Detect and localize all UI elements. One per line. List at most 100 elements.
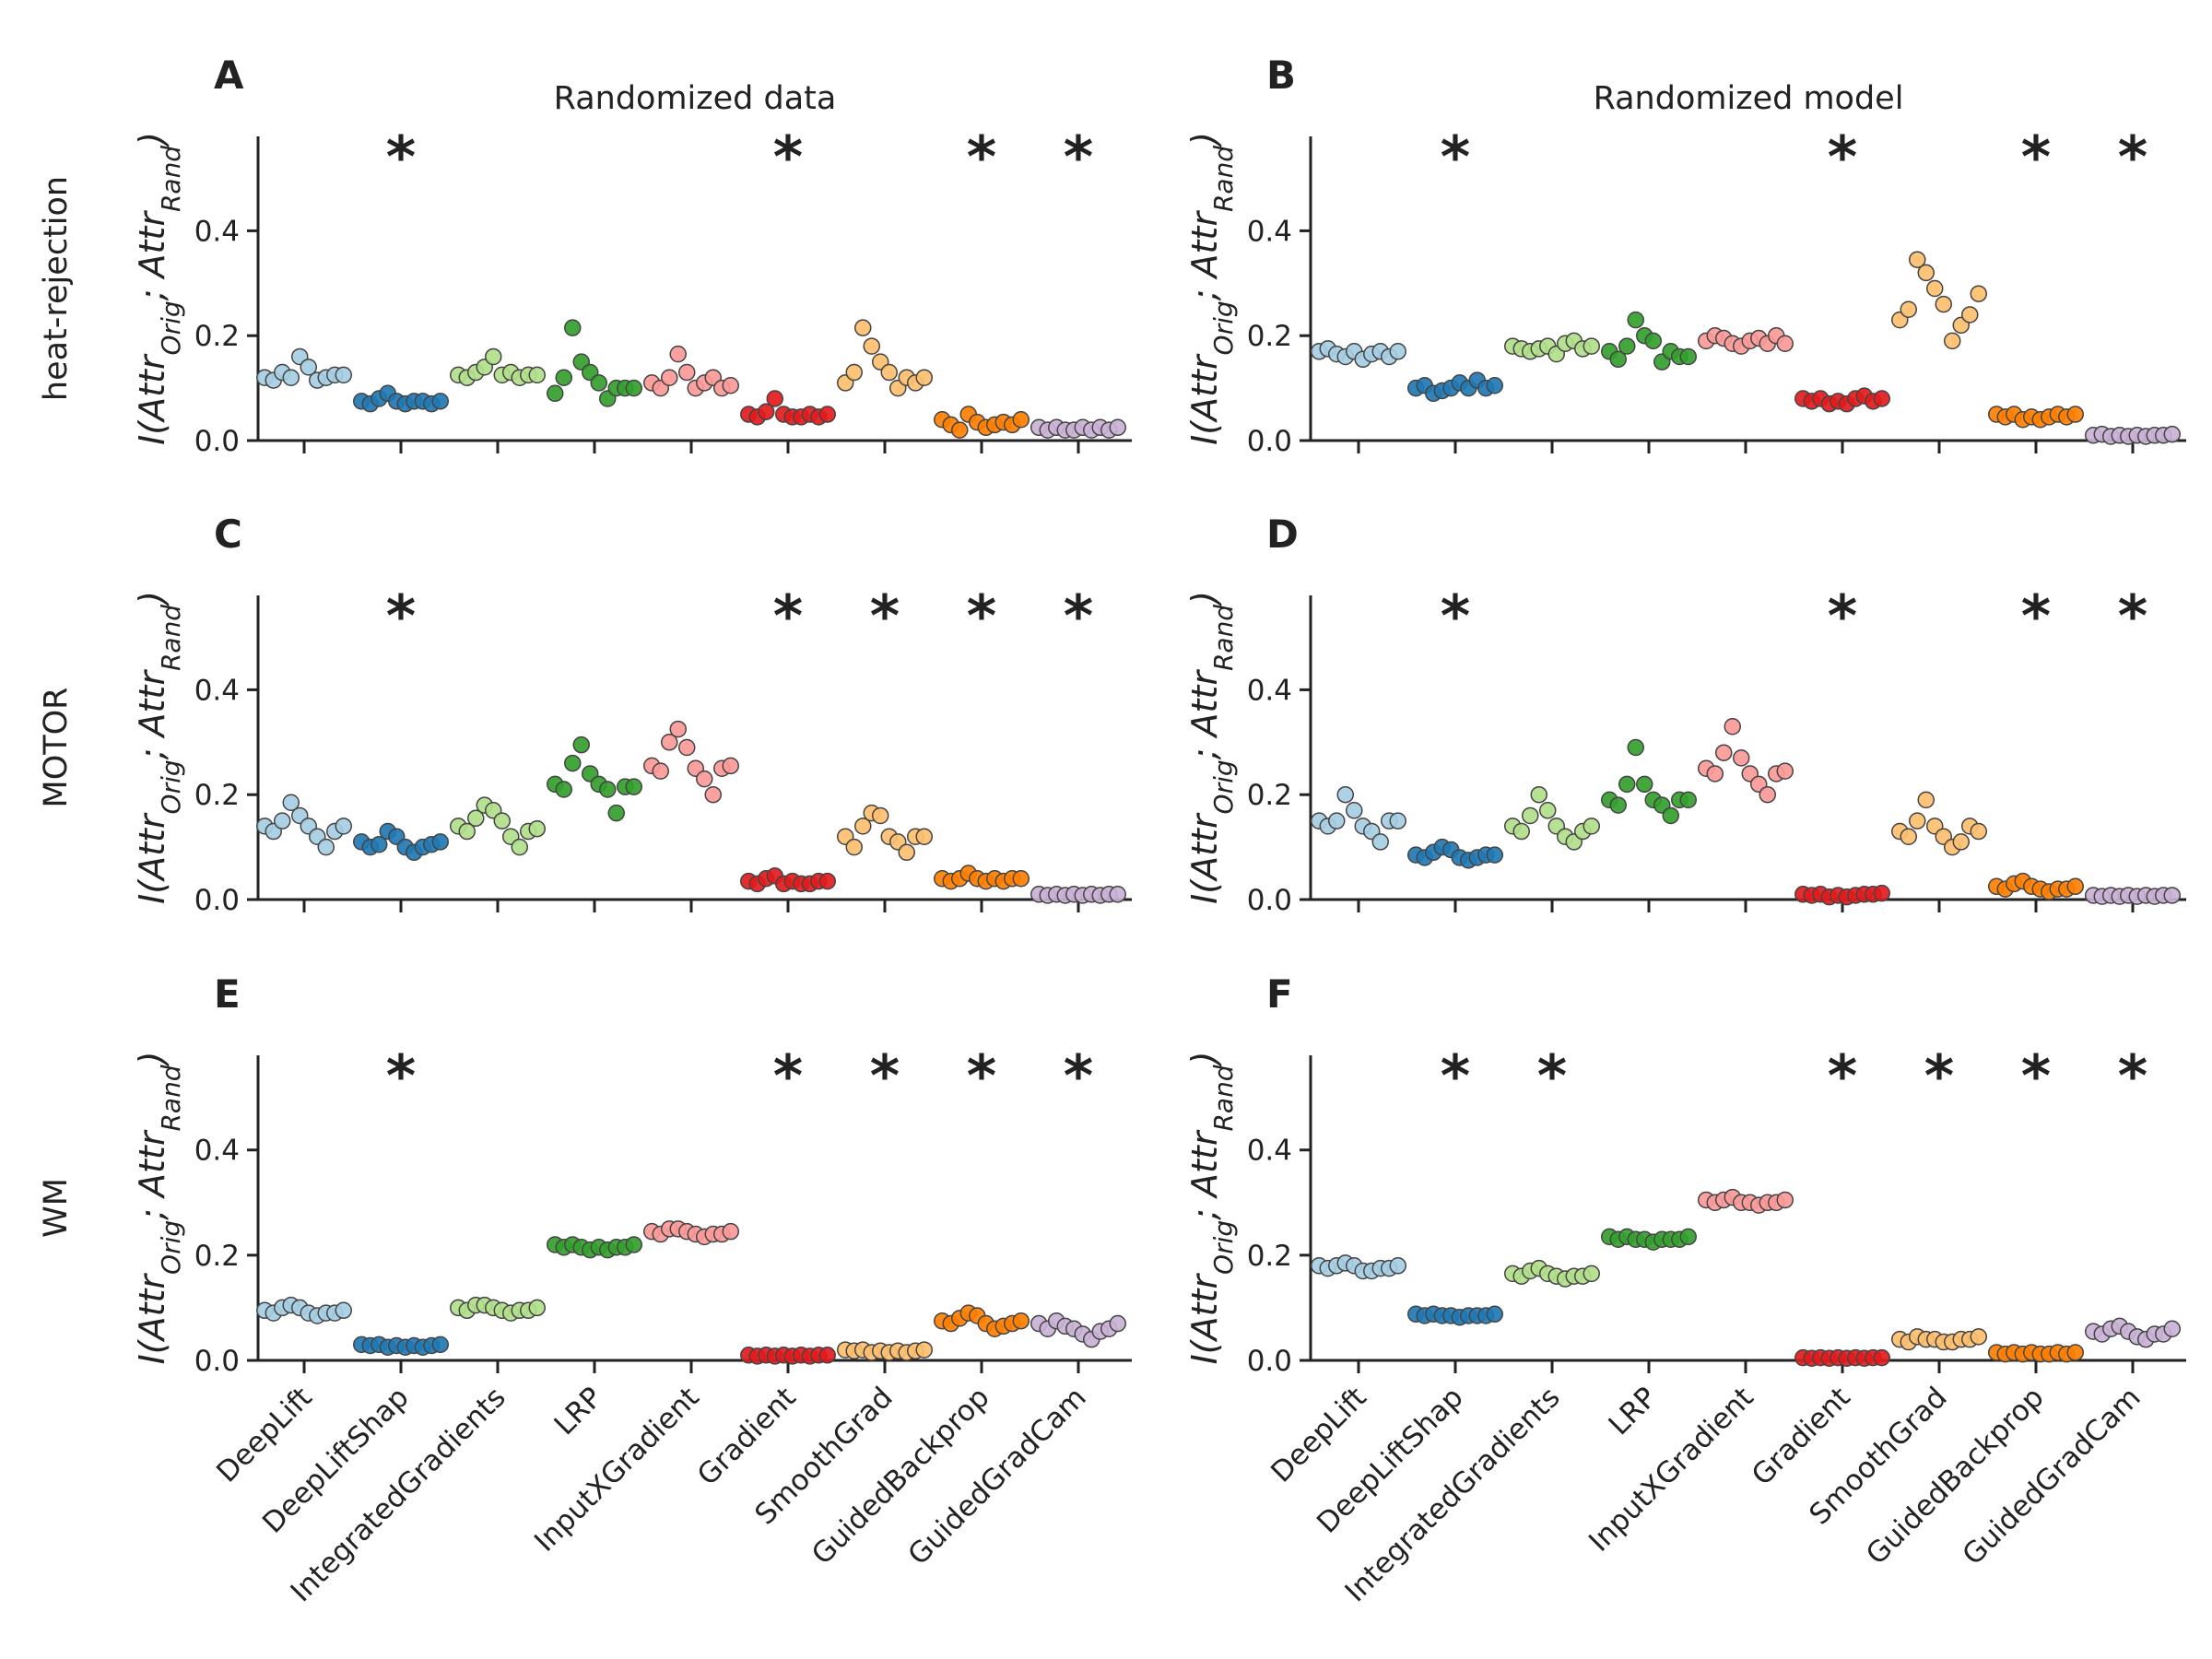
data-point-smoothgrad bbox=[1970, 822, 1987, 841]
data-point-smoothgrad bbox=[1926, 279, 1944, 298]
data-point-inputxgradient bbox=[1759, 785, 1776, 804]
data-point-integratedgradients bbox=[511, 838, 528, 856]
y-axis-label-part: Orig bbox=[156, 300, 186, 355]
data-point-smoothgrad bbox=[854, 818, 872, 835]
data-point-lrp bbox=[625, 778, 642, 795]
data-point-integratedgradients bbox=[528, 819, 546, 838]
data-point-lrp bbox=[1679, 347, 1697, 366]
y-tick-label: 0.0 bbox=[1247, 1345, 1292, 1378]
data-point-smoothgrad bbox=[1917, 264, 1935, 282]
y-tick-label: 0.2 bbox=[1247, 320, 1292, 353]
y-tick-label: 0.2 bbox=[1247, 779, 1292, 812]
data-point-guidedbackprop bbox=[1012, 1312, 1030, 1330]
data-point-guidedgradcam bbox=[1109, 418, 1126, 437]
data-point-integratedgradients bbox=[528, 1299, 546, 1317]
data-point-guidedgradcam bbox=[2163, 887, 2181, 904]
data-point-inputxgradient bbox=[1706, 765, 1724, 782]
row-label-wm: WM bbox=[38, 1178, 75, 1238]
data-point-guidedbackprop bbox=[2066, 406, 2084, 423]
y-axis-label-part: Rand bbox=[1208, 146, 1239, 212]
data-point-lrp bbox=[1609, 796, 1627, 814]
panel-letter: D bbox=[1266, 512, 1299, 557]
y-tick-label: 0.2 bbox=[194, 779, 240, 812]
data-point-inputxgradient bbox=[1776, 335, 1794, 352]
significance-star-gradient: * bbox=[1828, 124, 1857, 191]
y-axis-label-part: Orig bbox=[1208, 759, 1239, 814]
data-point-lrp bbox=[1662, 806, 1679, 825]
panel-letter: A bbox=[214, 53, 244, 98]
y-axis-label-part: Rand bbox=[156, 146, 186, 212]
x-tick-label-lrp: LRP bbox=[1603, 1381, 1664, 1441]
x-tick-label-inputxgradient: InputXGradient bbox=[528, 1381, 706, 1559]
data-point-lrp bbox=[625, 379, 642, 397]
panel-c: C0.00.20.4I(AttrOrig; AttrRand) * * * * * bbox=[132, 512, 1132, 917]
data-point-lrp bbox=[564, 754, 582, 772]
y-axis-label: I(AttrOrig; AttrRand) bbox=[1184, 132, 1239, 445]
data-point-guidedbackprop bbox=[2066, 877, 2084, 896]
data-point-deepliftshap bbox=[1486, 1305, 1503, 1324]
data-point-guidedgradcam bbox=[1109, 886, 1126, 903]
data-point-inputxgradient bbox=[661, 734, 678, 751]
y-tick-label: 0.0 bbox=[1247, 425, 1292, 458]
y-tick-label: 0.2 bbox=[194, 1240, 240, 1273]
x-tick-label-inputxgradient: InputXGradient bbox=[1583, 1381, 1760, 1559]
data-point-smoothgrad bbox=[845, 838, 863, 856]
y-tick-label: 0.4 bbox=[194, 1135, 240, 1168]
data-point-gradient bbox=[818, 872, 836, 890]
data-point-lrp bbox=[1618, 337, 1636, 355]
column-title-randomized-model: Randomized model bbox=[1594, 80, 1904, 117]
data-point-inputxgradient bbox=[1776, 762, 1794, 780]
data-point-lrp bbox=[564, 319, 582, 336]
data-point-inputxgradient bbox=[722, 377, 739, 394]
significance-star-guidedgradcam: * bbox=[1064, 582, 1093, 650]
data-point-smoothgrad bbox=[1952, 833, 1970, 851]
data-point-lrp bbox=[547, 384, 564, 403]
data-point-deeplift bbox=[1328, 812, 1346, 830]
significance-star-guidedbackprop: * bbox=[2021, 1042, 2051, 1110]
panel-letter: F bbox=[1266, 971, 1293, 1017]
data-point-deeplift bbox=[335, 366, 352, 384]
y-tick-label: 0.0 bbox=[194, 884, 240, 917]
significance-star-guidedgradcam: * bbox=[1064, 124, 1093, 191]
y-tick-label: 0.0 bbox=[194, 425, 240, 458]
panel-a: A0.00.20.4I(AttrOrig; AttrRand) * * * * bbox=[132, 53, 1132, 458]
panel-letter: E bbox=[214, 971, 241, 1017]
y-axis-label-part: ) bbox=[132, 591, 172, 607]
y-axis-label: I(AttrOrig; AttrRand) bbox=[132, 132, 186, 445]
significance-star-smoothgrad: * bbox=[870, 582, 900, 650]
row-labels: heat-rejection MOTOR WM bbox=[38, 176, 75, 1238]
data-point-smoothgrad bbox=[863, 337, 880, 355]
x-tick-label-guidedbackprop: GuidedBackprop bbox=[806, 1381, 996, 1571]
y-axis-label-part: Rand bbox=[1208, 1065, 1239, 1131]
data-point-integratedgradients bbox=[458, 822, 476, 841]
significance-star-guidedgradcam: * bbox=[2118, 582, 2147, 650]
data-point-integratedgradients bbox=[1512, 822, 1530, 841]
x-tick-label-lrp: LRP bbox=[548, 1381, 609, 1441]
data-point-lrp bbox=[590, 374, 607, 392]
data-point-lrp bbox=[599, 781, 617, 798]
data-point-deeplift bbox=[1346, 802, 1363, 819]
data-point-inputxgradient bbox=[669, 720, 687, 738]
significance-star-gradient: * bbox=[1828, 1042, 1857, 1110]
y-tick-label: 0.2 bbox=[194, 320, 240, 353]
data-point-deepliftshap bbox=[371, 836, 388, 853]
y-axis-label-part: I(Attr bbox=[132, 812, 172, 904]
data-point-lrp bbox=[1679, 791, 1697, 809]
y-axis-label-part: ) bbox=[1184, 132, 1225, 148]
significance-star-deepliftshap: * bbox=[1441, 582, 1470, 650]
data-point-inputxgradient bbox=[678, 363, 696, 382]
y-axis-label: I(AttrOrig; AttrRand) bbox=[1184, 1052, 1239, 1365]
data-point-smoothgrad bbox=[1970, 1328, 1987, 1346]
y-tick-label: 0.4 bbox=[1247, 215, 1292, 248]
data-point-guidedbackprop bbox=[1012, 869, 1030, 888]
data-point-smoothgrad bbox=[915, 369, 933, 386]
data-point-deeplift bbox=[317, 838, 335, 856]
data-point-gradient bbox=[1873, 390, 1890, 407]
significance-star-deepliftshap: * bbox=[1441, 1042, 1470, 1110]
panel-d: D0.00.20.4I(AttrOrig; AttrRand) * * * * bbox=[1184, 512, 2186, 917]
data-point-guidedgradcam bbox=[1109, 1314, 1126, 1333]
data-point-inputxgradient bbox=[1715, 744, 1733, 761]
data-point-inputxgradient bbox=[1733, 749, 1750, 767]
significance-star-gradient: * bbox=[1828, 582, 1857, 650]
